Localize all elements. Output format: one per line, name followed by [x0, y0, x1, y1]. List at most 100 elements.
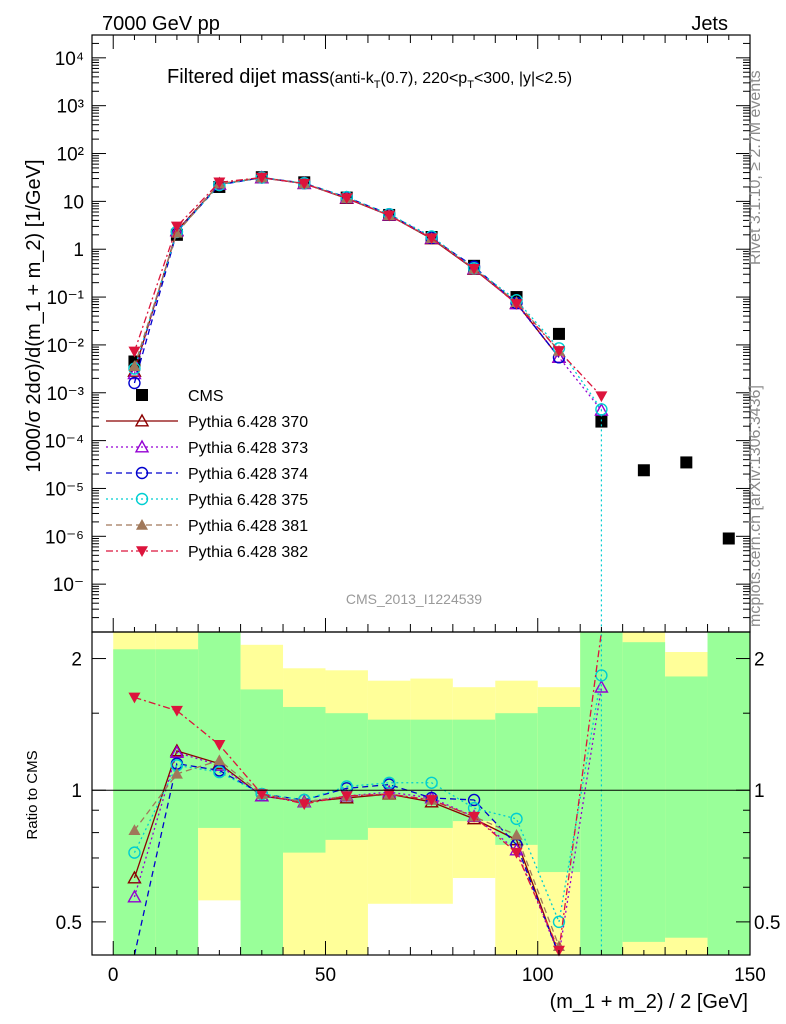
series-line-4 — [133, 176, 602, 410]
legend-label-5: Pythia 6.428 381 — [188, 518, 308, 535]
ratio-green-band-14 — [707, 632, 750, 955]
main-y-tick-label-5: 10⁻² — [47, 336, 85, 357]
title-sub-t2: T — [467, 79, 474, 91]
legend-label-4: Pythia 6.428 375 — [188, 492, 308, 509]
main-y-tick-label-3: 10⁻⁴ — [45, 432, 84, 453]
ratio-point-s4-1 — [170, 767, 183, 779]
ratio-point-s1-0 — [127, 889, 142, 903]
x-tick-label-0: 0 — [108, 965, 119, 986]
data-point-s6-3 — [255, 172, 268, 184]
data-point-s6-0 — [128, 346, 141, 358]
ratio-green-band-10 — [537, 706, 581, 873]
x-axis-label: (m_1 + m_2) / 2 [GeV] — [550, 991, 748, 1013]
data-point-s5-0 — [128, 360, 141, 371]
ratio-point-s3-9 — [510, 812, 523, 826]
ratio-point-s5-8 — [468, 811, 481, 823]
ratio-point-s5-5 — [340, 791, 353, 803]
title-sub-t1: T — [374, 79, 381, 91]
analysis-watermark: CMS_2013_I1224539 — [346, 591, 482, 607]
x-tick-label-2: 100 — [522, 965, 554, 986]
ratio-y-tick-label-0: 0.5 — [56, 913, 82, 934]
ratio-green-band-7 — [410, 719, 453, 828]
chart-title: Filtered dijet mass(anti-kT(0.7), 220<pT… — [167, 66, 572, 91]
ratio-green-band-8 — [452, 719, 496, 822]
ratio-point-s5-0 — [128, 692, 141, 704]
ratio-y-axis-label: Ratio to CMS — [24, 750, 41, 839]
ratio-point-s0-0 — [127, 870, 142, 884]
legend-marker-6 — [136, 546, 148, 557]
ratio-point-s1-1 — [169, 745, 185, 758]
title-sub-prefix: (anti-k — [329, 70, 374, 87]
ratio-green-band-1 — [155, 649, 199, 955]
main-y-tick-label-4: 10⁻³ — [47, 384, 85, 405]
data-point-s6-5 — [340, 193, 353, 205]
ratio-line-5 — [134, 631, 603, 953]
legend-label-1: Pythia 6.428 370 — [188, 414, 308, 431]
legend-label-6: Pythia 6.428 382 — [188, 544, 308, 561]
ratio-panel-series — [92, 631, 750, 958]
legend-marker-0 — [136, 389, 148, 401]
ratio-point-s3-10 — [552, 915, 566, 929]
ratio-y-tick-label-1: 1 — [71, 781, 82, 802]
ratio-y-tick-label-right-0: 0.5 — [754, 913, 780, 934]
ratio-point-s5-1 — [170, 705, 183, 717]
ratio-green-band-9 — [495, 713, 538, 845]
main-y-tick-label-10: 10³ — [57, 97, 84, 118]
ratio-frame — [91, 631, 751, 956]
ratio-point-s4-2 — [213, 754, 226, 766]
title-sub-suffix: <300, |y|<2.5) — [474, 70, 572, 87]
rivet-label: Rivet 3.1.10, ≥ 2.7M events — [747, 70, 764, 265]
series-line-5 — [133, 176, 560, 367]
ratio-line-3 — [133, 675, 603, 925]
mcplots-label: mcplots.cern.ch [arXiv:1306.3436] — [747, 385, 764, 627]
ratio-point-s2-8 — [467, 793, 481, 807]
data-point-s6-11 — [595, 391, 608, 403]
data-point-s6-6 — [383, 210, 396, 222]
data-point-s6-7 — [425, 233, 438, 245]
ratio-point-s5-4 — [298, 799, 311, 810]
series-line-2 — [133, 177, 602, 411]
data-point-s6-10 — [552, 346, 565, 357]
legend-marker-5 — [136, 519, 148, 530]
legend-marker-4 — [135, 492, 149, 506]
legend-label-0: CMS — [188, 388, 224, 405]
ratio-line-2 — [133, 762, 560, 956]
title-main: Filtered dijet mass — [167, 66, 329, 88]
main-y-tick-label-1: 10⁻⁶ — [45, 527, 84, 548]
ratio-point-s0-1 — [169, 743, 185, 757]
ratio-green-band-4 — [283, 706, 326, 853]
legend-label-3: Pythia 6.428 374 — [188, 466, 308, 483]
ratio-green-band-12 — [622, 642, 666, 942]
main-y-axis-label: 1000/σ 2dσ)/d(m_1 + m_2) [1/GeV] — [23, 159, 45, 472]
ratio-green-band-13 — [665, 676, 708, 938]
ratio-uncertainty-bands — [113, 632, 750, 955]
legend-marker-2 — [134, 439, 150, 453]
main-y-tick-label-2: 10⁻⁵ — [45, 479, 84, 500]
header-right: Jets — [691, 13, 728, 35]
main-y-tick-label-8: 10 — [63, 192, 84, 213]
data-point-s0-11 — [595, 415, 608, 428]
ratio-green-band-2 — [198, 632, 241, 828]
ratio-point-s5-7 — [425, 795, 438, 806]
data-point-s0-10 — [552, 327, 565, 340]
ratio-y-tick-label-right-1: 1 — [754, 781, 765, 802]
legend: CMS Pythia 6.428 370 Pythia 6.428 373 Pythi… — [106, 388, 308, 561]
data-point-s0-12 — [637, 464, 650, 477]
main-y-tick-label-0: 10⁻ — [53, 575, 84, 596]
data-point-s6-8 — [468, 263, 481, 275]
data-point-s0-13 — [680, 456, 693, 469]
x-tick-label-1: 50 — [315, 965, 336, 986]
data-point-s6-1 — [170, 221, 183, 233]
main-y-tick-label-9: 10² — [57, 145, 84, 166]
main-frame — [91, 34, 751, 633]
main-panel-series — [127, 170, 735, 955]
ratio-point-s5-2 — [213, 740, 226, 751]
ratio-green-band-5 — [325, 713, 368, 840]
ratio-point-s3-0 — [128, 846, 141, 859]
data-point-s6-9 — [510, 299, 523, 310]
data-point-s6-2 — [213, 177, 226, 189]
x-tick-label-3: 150 — [734, 965, 766, 986]
ratio-green-band-3 — [240, 689, 284, 955]
series-line-6 — [133, 176, 602, 397]
